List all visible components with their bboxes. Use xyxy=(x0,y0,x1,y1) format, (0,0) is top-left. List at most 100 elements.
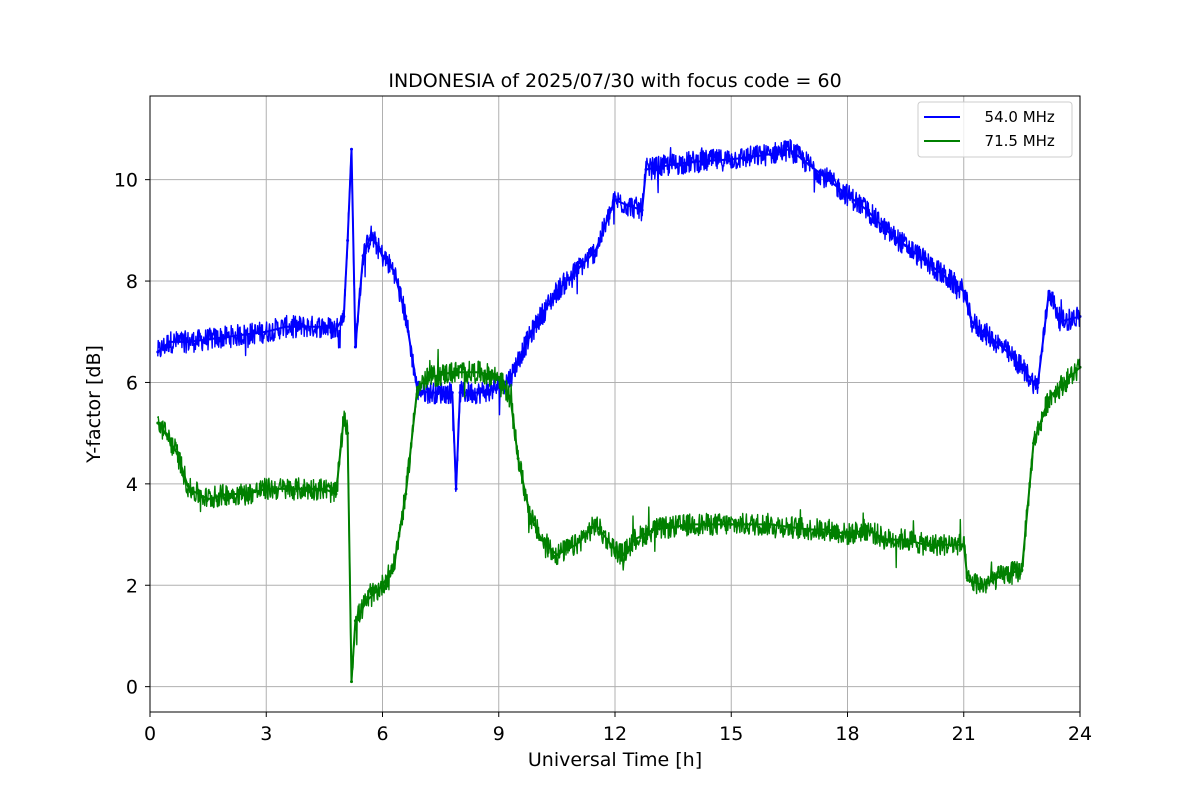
data-point xyxy=(594,249,598,253)
x-tick-label: 0 xyxy=(144,723,156,745)
data-point xyxy=(1047,289,1051,293)
data-point xyxy=(846,193,849,197)
data-point xyxy=(392,269,396,273)
data-point xyxy=(539,538,543,542)
data-point xyxy=(613,548,617,552)
legend-label-54-mhz: 54.0 MHz xyxy=(975,108,1055,126)
data-point xyxy=(865,528,869,531)
data-point xyxy=(334,492,338,496)
data-point xyxy=(904,244,908,248)
data-point xyxy=(884,538,888,542)
data-point xyxy=(245,492,249,496)
data-point xyxy=(768,522,772,526)
data-point xyxy=(1020,568,1024,572)
x-tick-label: 24 xyxy=(1068,723,1092,745)
data-point xyxy=(350,147,353,151)
data-point xyxy=(404,315,408,318)
y-tick-label: 4 xyxy=(126,474,138,496)
data-point xyxy=(671,162,675,166)
data-point xyxy=(865,208,869,212)
data-point xyxy=(284,325,288,329)
data-point xyxy=(156,350,160,354)
data-point xyxy=(226,492,229,496)
data-point xyxy=(613,198,617,202)
data-point xyxy=(427,391,431,395)
data-point xyxy=(303,325,307,329)
data-point xyxy=(528,512,532,516)
data-point xyxy=(729,522,733,526)
data-point xyxy=(346,431,350,435)
data-point xyxy=(206,497,210,501)
data-point xyxy=(284,487,288,491)
data-point xyxy=(303,487,307,491)
data-point xyxy=(981,330,985,334)
data-point xyxy=(691,160,694,164)
data-point xyxy=(392,563,396,567)
x-tick-label: 3 xyxy=(260,723,272,745)
data-point xyxy=(574,543,578,547)
data-point xyxy=(156,421,160,425)
data-point xyxy=(322,325,326,329)
data-point xyxy=(594,522,598,526)
data-point xyxy=(322,487,326,491)
legend-label-71-mhz: 71.5 MHz xyxy=(975,132,1055,150)
data-point xyxy=(264,330,268,334)
data-point xyxy=(404,492,408,496)
data-point xyxy=(350,680,353,684)
series-line-0 xyxy=(157,148,1080,489)
data-point xyxy=(458,391,462,395)
data-point xyxy=(245,332,249,336)
data-point xyxy=(1001,345,1004,349)
y-tick-label: 6 xyxy=(126,372,138,394)
data-point xyxy=(644,168,648,171)
data-point xyxy=(497,375,501,379)
data-point xyxy=(477,391,481,395)
legend-box xyxy=(917,101,1073,158)
data-point xyxy=(206,337,210,341)
x-tick-label: 15 xyxy=(719,723,743,745)
data-point xyxy=(632,538,636,542)
data-point xyxy=(652,528,656,531)
data-point xyxy=(334,327,338,331)
data-point xyxy=(942,274,946,278)
data-point xyxy=(187,340,191,344)
data-point xyxy=(361,254,365,258)
data-point xyxy=(981,583,985,587)
data-point xyxy=(477,370,481,374)
data-point xyxy=(923,259,927,263)
data-point xyxy=(353,619,357,623)
x-axis-label: Universal Time [h] xyxy=(528,749,702,771)
data-point xyxy=(555,289,559,293)
y-tick-label: 2 xyxy=(126,575,138,597)
data-point xyxy=(1020,365,1024,369)
data-point xyxy=(621,553,625,557)
data-point xyxy=(450,370,454,374)
data-point xyxy=(904,538,908,542)
data-point xyxy=(923,543,927,547)
data-point xyxy=(365,599,369,602)
y-tick-label: 10 xyxy=(114,170,138,192)
legend: 54.0 MHz 71.5 MHz xyxy=(917,101,1073,158)
data-point xyxy=(167,340,171,344)
x-tick-label: 18 xyxy=(835,723,859,745)
data-point xyxy=(520,350,524,354)
data-point xyxy=(1059,320,1063,324)
data-point xyxy=(346,239,350,242)
chart-title: INDONESIA of 2025/07/30 with focus code … xyxy=(388,70,841,92)
series-layer xyxy=(156,138,1082,684)
data-point xyxy=(807,528,811,531)
data-point xyxy=(966,578,970,582)
data-point xyxy=(768,152,772,156)
data-point xyxy=(729,157,733,161)
data-point xyxy=(942,543,946,547)
data-point xyxy=(826,178,830,182)
data-point xyxy=(164,431,167,435)
data-point xyxy=(369,233,373,237)
data-point xyxy=(342,416,346,420)
data-point xyxy=(516,457,520,460)
data-point xyxy=(1032,441,1035,445)
data-point xyxy=(1001,573,1004,577)
data-point xyxy=(264,487,268,491)
data-point xyxy=(826,528,830,531)
